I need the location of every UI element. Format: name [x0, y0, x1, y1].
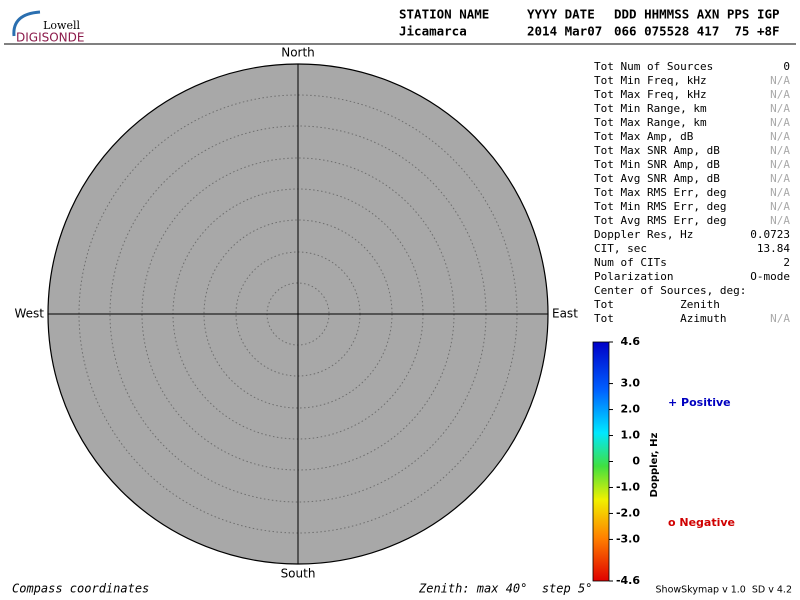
- stat-value: N/A: [770, 172, 790, 185]
- logo: Lowell DIGISONDE: [12, 10, 84, 45]
- colorbar-gradient: [592, 341, 610, 582]
- footer-version: ShowSkymap v 1.0 SD v 4.2: [656, 585, 792, 596]
- stat-value: N/A: [770, 116, 790, 129]
- stat-value: N/A: [770, 214, 790, 227]
- stat-label: Tot Avg RMS Err, deg: [594, 214, 726, 227]
- stat-value: N/A: [770, 130, 790, 143]
- stat-value: N/A: [770, 158, 790, 171]
- stat-value: 13.84: [757, 242, 790, 255]
- stat-value: N/A: [770, 200, 790, 213]
- header-value: 066 075528 417 75 +8F: [614, 24, 780, 39]
- stat-value: 0: [783, 60, 790, 73]
- stats-panel: Tot Num of Sources 0 Tot Min Freq, kHz N/A T…: [594, 60, 790, 325]
- stat-label: Doppler Res, Hz: [594, 228, 693, 241]
- stat-value: N/A: [770, 186, 790, 199]
- compass-label: South: [281, 567, 316, 581]
- header-column: STATION NAME: [399, 7, 489, 22]
- stat-label: Tot Min Range, km: [594, 102, 707, 115]
- stat-value: N/A: [770, 312, 790, 325]
- stat-label: Tot Zenith: [594, 298, 720, 311]
- colorbar-tick-label: -2.0: [616, 506, 640, 519]
- stat-label: Tot Max SNR Amp, dB: [594, 144, 720, 157]
- colorbar-label: Doppler, Hz: [649, 433, 660, 498]
- colorbar-tick-label: -3.0: [616, 532, 640, 545]
- colorbar-tick-label: -1.0: [616, 480, 640, 493]
- stat-value: N/A: [770, 144, 790, 157]
- stat-value: N/A: [770, 88, 790, 101]
- stat-label: Tot Azimuth: [594, 312, 726, 325]
- legend-negative: o Negative: [668, 516, 735, 529]
- stat-label: Tot Max Freq, kHz: [594, 88, 707, 101]
- polar-plot: North South West East: [14, 46, 578, 581]
- stat-label: Tot Min SNR Amp, dB: [594, 158, 720, 171]
- colorbar-tick-label: 3.0: [621, 377, 641, 390]
- header-column: YYYY DATE: [527, 7, 595, 22]
- colorbar-tick-label: -4.6: [616, 574, 640, 587]
- header-value: Jicamarca: [399, 24, 467, 39]
- logo-top: Lowell: [43, 19, 80, 32]
- stat-value: 0.0723: [750, 228, 790, 241]
- stat-label: Tot Min RMS Err, deg: [594, 200, 726, 213]
- stat-value: O-mode: [750, 270, 790, 283]
- stat-value: N/A: [770, 74, 790, 87]
- stat-value: 2: [783, 256, 790, 269]
- legend-positive: + Positive: [668, 396, 731, 409]
- compass-label: East: [552, 307, 578, 321]
- stat-value: N/A: [770, 102, 790, 115]
- compass-label: North: [281, 46, 315, 60]
- logo-bottom: DIGISONDE: [16, 31, 84, 45]
- stat-label: Polarization: [594, 270, 673, 283]
- stat-label: Num of CITs: [594, 256, 667, 269]
- footer-left: Compass coordinates: [12, 582, 149, 596]
- stat-label: Center of Sources, deg:: [594, 284, 746, 297]
- stat-label: Tot Num of Sources: [594, 60, 713, 73]
- stat-label: Tot Avg SNR Amp, dB: [594, 172, 720, 185]
- colorbar: Doppler, Hz 4.6 3.0 2.0 1.0 0 -1.0 -2.0 -3.0 -4.…: [592, 335, 660, 587]
- header-value: 2014 Mar07: [527, 24, 602, 39]
- stat-label: Tot Min Freq, kHz: [594, 74, 707, 87]
- compass-label: West: [14, 307, 44, 321]
- colorbar-tick-label: 2.0: [621, 403, 641, 416]
- header-column: DDD HHMMSS AXN PPS IGP: [614, 7, 780, 22]
- stat-label: CIT, sec: [594, 242, 647, 255]
- colorbar-tick-label: 4.6: [621, 335, 641, 348]
- stat-label: Tot Max Amp, dB: [594, 130, 694, 143]
- stat-label: Tot Max Range, km: [594, 116, 707, 129]
- stat-label: Tot Max RMS Err, deg: [594, 186, 726, 199]
- footer-zenith: Zenith: max 40° step 5°: [418, 582, 592, 596]
- colorbar-tick-label: 1.0: [621, 429, 641, 442]
- colorbar-tick-label: 0: [632, 455, 640, 468]
